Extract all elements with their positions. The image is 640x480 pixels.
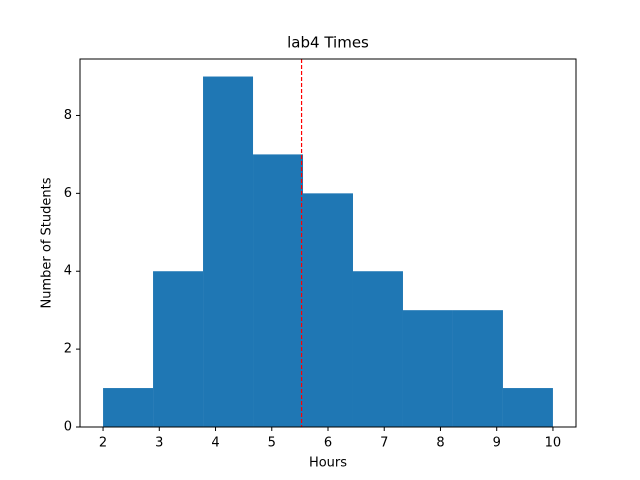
bar: [452, 310, 503, 427]
chart-title: lab4 Times: [287, 34, 369, 52]
y-tick-label: 2: [64, 342, 72, 357]
x-tick-label: 2: [99, 436, 107, 451]
x-tick-label: 5: [268, 436, 276, 451]
bar: [303, 193, 353, 427]
x-tick-label: 4: [211, 436, 219, 451]
y-tick-label: 4: [64, 264, 72, 279]
bar: [502, 388, 553, 427]
x-tick-label: 7: [380, 436, 388, 451]
bar: [352, 271, 403, 427]
bar: [203, 76, 254, 428]
y-axis-label: Number of Students: [40, 177, 55, 308]
bar: [103, 388, 154, 427]
bar: [253, 154, 304, 427]
x-tick-label: 10: [545, 436, 562, 451]
y-tick-label: 6: [64, 186, 72, 201]
bar: [402, 310, 453, 427]
x-tick-label: 9: [493, 436, 501, 451]
x-tick-label: 3: [155, 436, 163, 451]
y-tick-label: 0: [64, 420, 72, 435]
bar: [153, 271, 204, 427]
y-tick-label: 8: [64, 108, 72, 123]
x-tick-label: 8: [436, 436, 444, 451]
x-axis-label: Hours: [309, 456, 347, 471]
x-tick-label: 6: [324, 436, 332, 451]
